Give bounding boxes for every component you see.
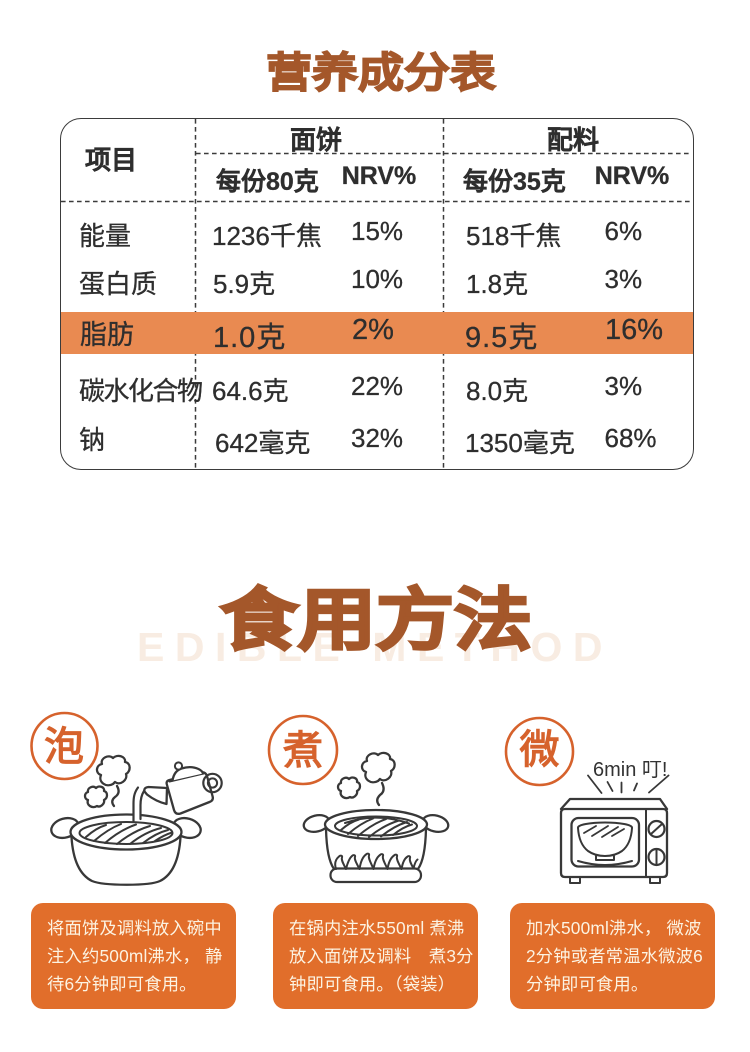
svg-text:煮: 煮	[282, 729, 323, 773]
svg-text:泡: 泡	[44, 725, 84, 769]
svg-text:微: 微	[519, 728, 560, 772]
svg-text:6min 叮!: 6min 叮!	[593, 759, 667, 781]
